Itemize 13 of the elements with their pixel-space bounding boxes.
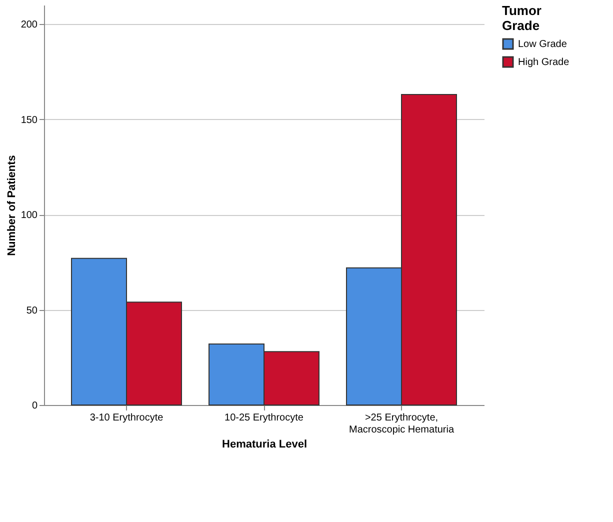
legend-label: High Grade xyxy=(518,57,570,68)
y-tick-label: 50 xyxy=(26,305,38,316)
y-tick-label: 200 xyxy=(20,20,38,31)
x-tick-label: 10-25 Erythrocyte xyxy=(224,412,304,424)
y-axis-title: Number of Patients xyxy=(6,155,18,256)
x-axis-title: Hematuria Level xyxy=(222,438,307,450)
y-tick-label: 100 xyxy=(20,210,38,222)
x-tick-label: 3-10 Erythrocyte xyxy=(90,412,164,424)
legend-label: Low Grade xyxy=(518,39,568,50)
x-tick-label: >25 Erythrocyte, Macroscopic Hematuria xyxy=(348,412,454,436)
y-tick-label: 150 xyxy=(20,114,38,126)
legend-title: Tumor Grade xyxy=(502,3,542,33)
y-tick-label: 0 xyxy=(32,400,38,412)
